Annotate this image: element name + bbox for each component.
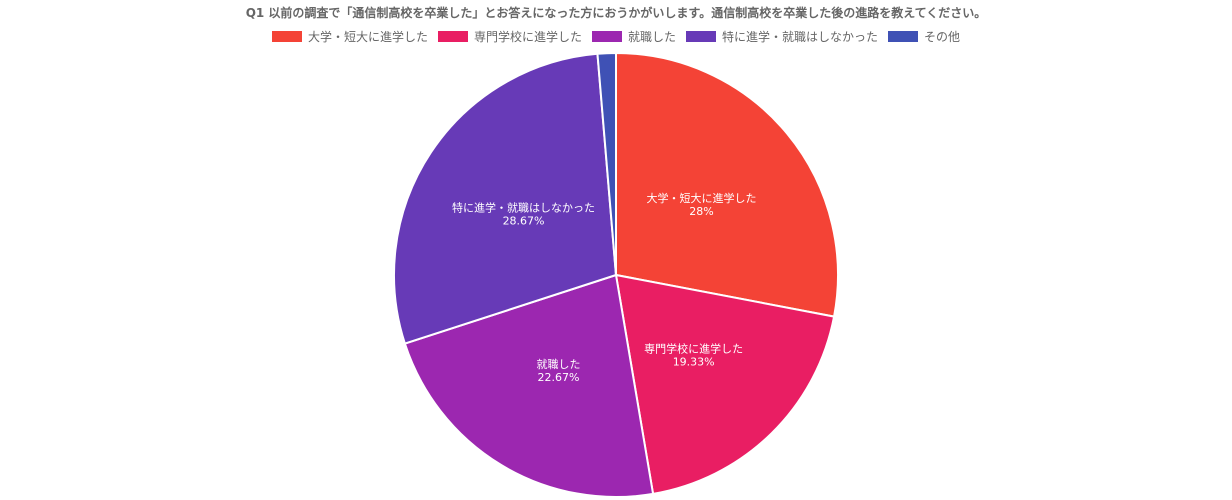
legend-item-2[interactable]: 就職した: [591, 28, 676, 45]
legend-label-4: その他: [924, 30, 961, 44]
legend-swatch-4: [888, 31, 919, 42]
slice-label-name-1: 専門学校に進学した: [644, 341, 743, 355]
legend-item-0[interactable]: 大学・短大に進学した: [271, 28, 428, 45]
legend: 大学・短大に進学した 専門学校に進学した 就職した 特に進学・就職はしなかった …: [0, 28, 1232, 45]
legend-swatch-2: [591, 31, 622, 42]
slice-label-value-2: 22.67%: [538, 371, 580, 384]
legend-item-4[interactable]: その他: [888, 28, 960, 45]
slice-label-value-1: 19.33%: [673, 355, 715, 368]
legend-swatch-1: [437, 31, 468, 42]
pie-slice-4[interactable]: [596, 51, 617, 276]
legend-item-3[interactable]: 特に進学・就職はしなかった: [686, 28, 878, 45]
legend-label-2: 就職した: [627, 30, 676, 44]
pie-slice-2[interactable]: [403, 273, 655, 498]
legend-label-0: 大学・短大に進学した: [307, 30, 428, 44]
pie-slice-1[interactable]: [614, 273, 836, 496]
legend-label-3: 特に進学・就職はしなかった: [722, 30, 879, 44]
chart-title: Q1 以前の調査で「通信制高校を卒業した」とお答えになった方におうかがいします。…: [245, 6, 987, 20]
slice-label-name-3: 特に進学・就職はしなかった: [452, 201, 595, 215]
slice-label-value-0: 28%: [689, 205, 713, 218]
pie-slice-3[interactable]: [393, 52, 618, 345]
slice-label-value-3: 28.67%: [503, 215, 545, 228]
legend-label-1: 専門学校に進学した: [473, 30, 582, 44]
pie-slice-0[interactable]: [615, 51, 839, 318]
slice-label-name-0: 大学・短大に進学した: [647, 191, 757, 205]
legend-swatch-0: [271, 31, 302, 42]
legend-item-1[interactable]: 専門学校に進学した: [437, 28, 582, 45]
slice-label-name-2: 就職した: [537, 357, 581, 371]
legend-swatch-3: [686, 31, 716, 42]
